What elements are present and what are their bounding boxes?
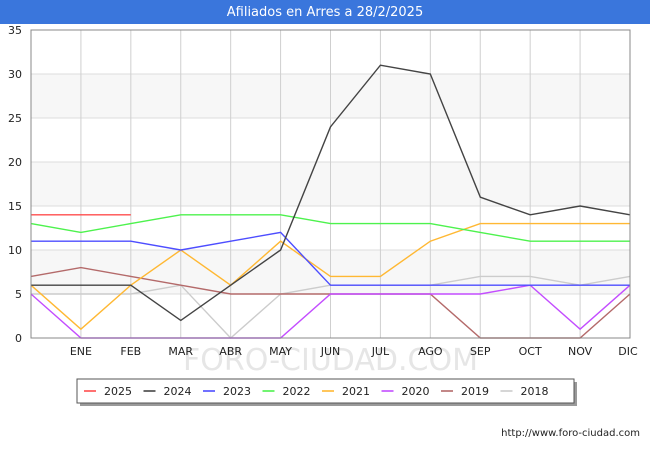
- series-lines: [30, 64, 631, 339]
- legend-label-2023: 2023: [223, 385, 251, 398]
- source-url[interactable]: http://www.foro-ciudad.com: [501, 428, 640, 439]
- legend-label-2019: 2019: [461, 385, 489, 398]
- y-tick-label: 15: [8, 200, 22, 213]
- chart-title: Afiliados en Arres a 28/2/2025: [0, 0, 650, 24]
- legend-label-2024: 2024: [164, 385, 192, 398]
- legend-label-2021: 2021: [342, 385, 370, 398]
- legend: 2025 2024 2023 2022 2021 2020 2019 2018: [76, 378, 577, 406]
- y-tick-label: 5: [15, 288, 22, 301]
- legend-label-2018: 2018: [521, 385, 549, 398]
- watermark-text: FORO-CIUDAD.COM: [183, 343, 478, 378]
- plot-frame: [30, 29, 631, 339]
- grid-lines: [30, 29, 631, 339]
- series-line-2022: [30, 214, 630, 242]
- legend-label-2020: 2020: [402, 385, 430, 398]
- x-tick-label: NOV: [568, 345, 593, 358]
- x-tick-label: MAR: [168, 345, 193, 358]
- legend-label-2022: 2022: [283, 385, 311, 398]
- x-tick-label: ABR: [219, 345, 242, 358]
- x-tick-label: OCT: [519, 345, 542, 358]
- x-tick-label: FEB: [120, 345, 141, 358]
- y-tick-label: 10: [8, 244, 22, 257]
- series-line-2024: [31, 64, 631, 322]
- y-tick-label: 25: [8, 112, 22, 125]
- y-tick-label: 0: [15, 332, 22, 345]
- x-tick-label: AGO: [418, 345, 443, 358]
- x-tick-label: JUL: [371, 345, 390, 358]
- axes: 0 5 10 15 20 25 30 35 ENE FEB MAR ABR MAY JUN JUL AGO SE…: [8, 24, 638, 358]
- y-tick-label: 20: [8, 156, 22, 169]
- y-tick-label: 35: [8, 24, 22, 37]
- x-tick-label: ENE: [70, 345, 92, 358]
- y-tick-label: 30: [8, 68, 22, 81]
- x-tick-label: SEP: [470, 345, 491, 358]
- legend-label-2025: 2025: [104, 385, 132, 398]
- series-line-2023: [31, 231, 630, 286]
- x-tick-label: DIC: [618, 345, 638, 358]
- x-tick-label: MAY: [269, 345, 292, 358]
- x-tick-label: JUN: [320, 345, 341, 358]
